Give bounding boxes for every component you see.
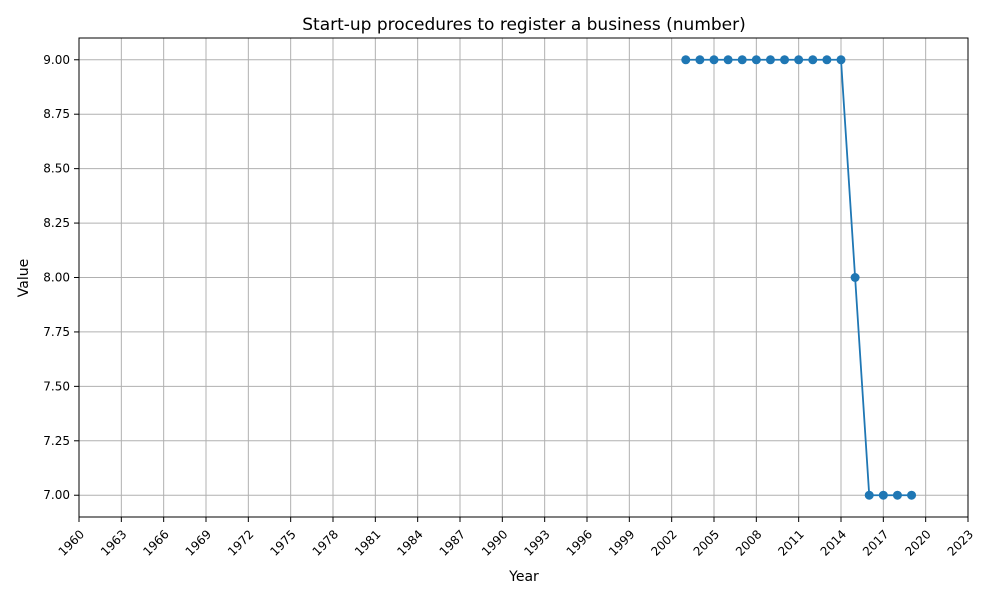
y-tick-label: 7.00 [43,488,70,502]
data-point [709,55,719,65]
x-tick-label: 2008 [733,527,764,558]
data-point [695,55,705,65]
x-tick-label: 1978 [310,527,341,558]
x-tick-label: 2020 [902,527,933,558]
y-tick-label: 7.50 [43,379,70,393]
y-tick-label: 8.00 [43,271,70,285]
axes: 1960 1963 1966 1969 1972 1975 1978 1981 1984 1987… [43,37,976,559]
y-tick-label: 8.50 [43,162,70,176]
x-tick-label: 2002 [648,527,679,558]
data-point [780,55,790,65]
x-tick-label: 2017 [860,527,891,558]
x-tick-label: 1990 [479,527,510,558]
data-point [907,490,917,500]
data-point [765,55,775,65]
x-tick-label: 1969 [183,527,214,558]
x-tick-label: 1963 [98,527,129,558]
data-point [850,273,860,282]
plot-frame [78,37,969,518]
data-point [892,490,902,500]
x-tick-label: 2023 [945,527,976,558]
x-tick-label: 1972 [225,527,256,558]
x-tick-label: 2014 [818,527,849,558]
x-tick-label: 1999 [606,527,637,558]
x-tick-label: 1960 [56,527,87,558]
data-point [836,55,846,65]
data-point [723,55,733,65]
y-axis-title: Value [16,259,32,297]
x-tick-label: 2011 [775,527,806,558]
chart-title: Start-up procedures to register a busine… [302,15,746,35]
y-tick-label: 7.75 [43,325,70,339]
data-point [737,55,747,65]
y-tick-label: 7.25 [43,434,70,448]
x-tick-label: 1987 [437,527,468,558]
y-tick-label: 8.25 [43,216,70,230]
data-point [864,490,874,500]
grid [78,38,969,517]
data-point [751,55,761,65]
series [681,55,917,500]
x-tick-label: 1993 [521,527,552,558]
x-tick-label: 1996 [564,527,595,558]
data-point [808,55,818,65]
x-tick-label: 1984 [394,527,425,558]
y-tick-label: 8.75 [43,107,70,121]
data-point [878,490,888,500]
x-tick-label: 2005 [691,527,722,558]
y-tick-label: 9.00 [43,53,70,67]
data-point [822,55,832,65]
x-tick-label: 1966 [140,527,171,558]
x-tick-label: 1981 [352,527,383,558]
data-point [681,55,691,65]
data-point [794,55,804,65]
x-tick-label: 1975 [267,527,298,558]
x-axis-title: Year [508,569,539,585]
